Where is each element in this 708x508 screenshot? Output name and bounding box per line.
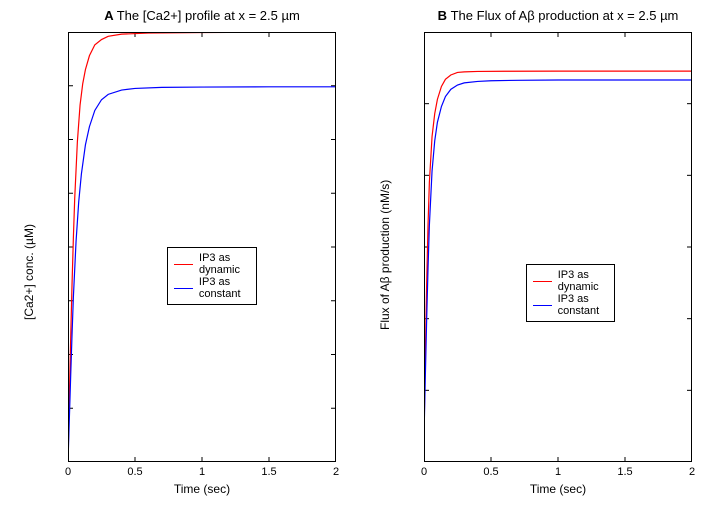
legend-item: IP3 as constant [174,276,250,300]
panel-b-title-text: The Flux of Aβ production at x = 2.5 µm [451,8,679,23]
figure: A The [Ca2+] profile at x = 2.5 µm 0.10.… [0,0,708,508]
xtick-label: 0 [412,466,436,478]
legend-label: IP3 as dynamic [558,269,609,293]
panel-b-xlabel: Time (sec) [424,482,692,496]
xtick-label: 2 [680,466,704,478]
xtick-label: 1 [546,466,570,478]
legend-swatch [174,288,193,289]
series-line [424,80,692,436]
xtick-label: 0 [56,466,80,478]
legend-swatch [533,281,552,282]
panel-b-title: B The Flux of Aβ production at x = 2.5 µ… [424,8,692,23]
xtick-label: 0.5 [123,466,147,478]
legend-item: IP3 as dynamic [174,252,250,276]
panel-b-title-prefix: B [438,8,447,23]
xtick-label: 0.5 [479,466,503,478]
panel-b-legend: IP3 as dynamicIP3 as constant [526,264,616,322]
xtick-label: 2 [324,466,348,478]
panel-b-plot [424,32,692,462]
panel-a-title-prefix: A [104,8,113,23]
xtick-label: 1.5 [613,466,637,478]
panel-a-ylabel: [Ca2+] conc. (µM) [22,224,36,320]
panel-a-xlabel: Time (sec) [68,482,336,496]
xtick-label: 1.5 [257,466,281,478]
legend-label: IP3 as constant [199,276,250,300]
xtick-label: 1 [190,466,214,478]
legend-swatch [533,305,552,306]
legend-label: IP3 as constant [558,293,609,317]
panel-a-legend: IP3 as dynamicIP3 as constant [167,247,257,305]
series-line [424,71,692,436]
panel-a-title: A The [Ca2+] profile at x = 2.5 µm [68,8,336,23]
legend-swatch [174,264,193,265]
legend-item: IP3 as dynamic [533,269,609,293]
panel-b-ylabel: Flux of Aβ production (nM/s) [378,180,392,330]
panel-a-title-text: The [Ca2+] profile at x = 2.5 µm [117,8,300,23]
legend-item: IP3 as constant [533,293,609,317]
legend-label: IP3 as dynamic [199,252,250,276]
